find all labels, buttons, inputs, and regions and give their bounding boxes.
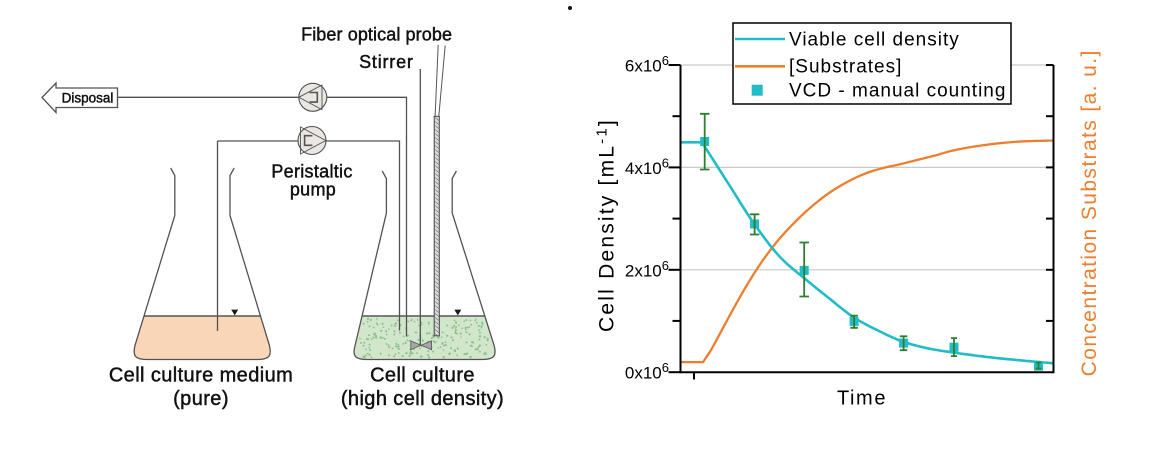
svg-text:0x106: 0x106 bbox=[625, 360, 669, 383]
svg-text:(high cell density): (high cell density) bbox=[341, 388, 504, 410]
svg-text:VCD - manual counting: VCD - manual counting bbox=[789, 81, 1006, 102]
svg-text:4x106: 4x106 bbox=[625, 155, 669, 178]
svg-text:Cell culture medium: Cell culture medium bbox=[109, 364, 293, 386]
svg-text:Cell Density [mL-1]: Cell Density [mL-1] bbox=[594, 118, 619, 332]
svg-text:6x106: 6x106 bbox=[625, 53, 669, 76]
svg-text:pump: pump bbox=[290, 180, 336, 200]
svg-text:Stirrer: Stirrer bbox=[359, 52, 414, 72]
svg-text:Time: Time bbox=[837, 388, 887, 410]
svg-text:Viable cell density: Viable cell density bbox=[789, 30, 960, 51]
svg-text:Fiber optical probe: Fiber optical probe bbox=[301, 25, 452, 45]
svg-text:[Substrates]: [Substrates] bbox=[789, 57, 902, 78]
svg-text:Cell culture: Cell culture bbox=[370, 364, 475, 386]
svg-text:Concentration Substrats [a. u.: Concentration Substrats [a. u.] bbox=[1078, 49, 1101, 376]
svg-text:2x106: 2x106 bbox=[625, 258, 669, 281]
svg-text:(pure): (pure) bbox=[173, 388, 229, 410]
svg-text:Disposal: Disposal bbox=[62, 90, 114, 105]
svg-text:Peristaltic: Peristaltic bbox=[271, 162, 352, 182]
